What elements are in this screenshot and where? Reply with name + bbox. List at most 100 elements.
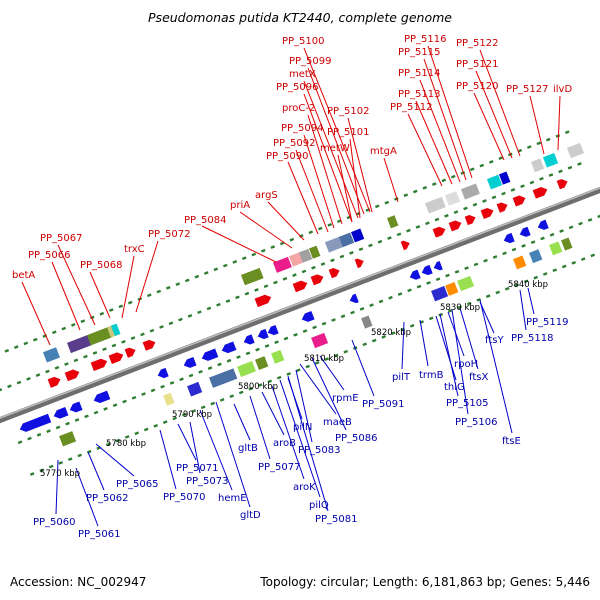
gene-label[interactable]: PP_5077 bbox=[258, 462, 301, 473]
reverse-label-connector bbox=[479, 299, 513, 434]
gene-label[interactable]: pilT bbox=[392, 372, 411, 383]
gene-label[interactable]: aroB bbox=[273, 438, 296, 449]
gene-label[interactable]: PP_5061 bbox=[78, 529, 121, 540]
gene-label[interactable]: ftsY bbox=[485, 335, 504, 346]
reverse-label-connector bbox=[233, 403, 251, 441]
gene-label[interactable]: pilN bbox=[293, 422, 312, 433]
gene-label[interactable]: PP_5114 bbox=[398, 68, 441, 79]
gene-label[interactable]: PP_5067 bbox=[40, 233, 83, 244]
gene-label[interactable]: rpmE bbox=[332, 393, 359, 404]
gene-label[interactable]: PP_5070 bbox=[163, 492, 206, 503]
tick-mark bbox=[403, 193, 409, 198]
tick-mark bbox=[282, 276, 288, 281]
gene-label[interactable]: PP_5099 bbox=[289, 56, 332, 67]
gene-label[interactable]: ftsE bbox=[502, 436, 521, 447]
gene-label[interactable]: PP_5091 bbox=[362, 399, 405, 410]
tick-mark bbox=[331, 318, 336, 322]
gene-label[interactable]: PP_5116 bbox=[404, 34, 447, 45]
gene-label[interactable]: PP_5071 bbox=[176, 463, 219, 474]
tick-mark bbox=[289, 237, 295, 242]
tick-mark bbox=[131, 395, 137, 400]
forward-gene-box bbox=[110, 323, 121, 337]
tick-mark bbox=[35, 373, 41, 377]
gene-label[interactable]: argS bbox=[255, 190, 278, 201]
reverse-gene-arrow bbox=[157, 367, 169, 379]
gene-label[interactable]: proC-2 bbox=[282, 103, 315, 114]
gene-label[interactable]: PP_5083 bbox=[298, 445, 341, 456]
tick-mark bbox=[510, 188, 516, 192]
gene-label[interactable]: PP_5060 bbox=[33, 517, 76, 528]
scale-label-5820: 5820 kbp bbox=[371, 328, 411, 338]
forward-label-connector bbox=[427, 45, 473, 179]
gene-label[interactable]: betA bbox=[12, 270, 35, 281]
gene-label[interactable]: PP_5072 bbox=[148, 229, 191, 240]
gene-label[interactable]: PP_5112 bbox=[390, 102, 433, 113]
tick-mark bbox=[406, 228, 411, 233]
reverse-gene-arrow bbox=[257, 328, 269, 340]
gene-label[interactable]: pilQ bbox=[309, 500, 329, 511]
reverse-gene-box bbox=[361, 315, 373, 329]
gene-label[interactable]: mtgA bbox=[370, 146, 397, 157]
gene-label[interactable]: trmB bbox=[419, 370, 444, 381]
gene-label[interactable]: PP_5096 bbox=[276, 82, 319, 93]
tick-mark bbox=[149, 328, 155, 333]
gene-label[interactable]: PP_5121 bbox=[456, 59, 499, 70]
tick-mark bbox=[549, 232, 555, 237]
gene-label[interactable]: maeB bbox=[323, 417, 352, 428]
tick-mark bbox=[479, 163, 485, 168]
gene-label[interactable]: PP_5100 bbox=[282, 36, 325, 47]
gene-label[interactable]: PP_5105 bbox=[446, 398, 489, 409]
tick-mark bbox=[160, 384, 165, 389]
gene-label[interactable]: metX bbox=[289, 69, 316, 80]
gene-label[interactable]: PP_5118 bbox=[511, 333, 554, 344]
gene-label[interactable]: ilvD bbox=[553, 84, 572, 95]
gene-label[interactable]: PP_5066 bbox=[28, 250, 71, 261]
tick-mark bbox=[153, 423, 159, 428]
gene-label[interactable]: PP_5094 bbox=[281, 123, 324, 134]
gene-label[interactable]: PP_5122 bbox=[456, 38, 499, 49]
gene-label[interactable]: priA bbox=[230, 200, 250, 211]
gene-label[interactable]: ftsX bbox=[469, 372, 488, 383]
tick-mark bbox=[520, 184, 525, 189]
gene-label[interactable]: hemE bbox=[218, 493, 247, 504]
gene-label[interactable]: trxC bbox=[124, 244, 145, 255]
tick-mark bbox=[58, 461, 64, 465]
gene-label[interactable]: PP_5106 bbox=[455, 417, 498, 428]
tick-mark bbox=[444, 213, 449, 218]
gene-label[interactable]: PP_5119 bbox=[526, 317, 569, 328]
gene-label[interactable]: PP_5127 bbox=[506, 84, 549, 95]
gene-label[interactable]: PP_5062 bbox=[86, 493, 129, 504]
reverse-gene-box bbox=[59, 431, 77, 447]
gene-label[interactable]: PP_5102 bbox=[327, 106, 370, 117]
tick-mark bbox=[244, 291, 250, 296]
gene-label[interactable]: thiG bbox=[444, 382, 465, 393]
gene-label[interactable]: PP_5092 bbox=[273, 138, 316, 149]
tick-mark bbox=[279, 241, 285, 246]
reverse-label-connector bbox=[75, 467, 99, 527]
gene-label[interactable]: PP_5086 bbox=[335, 433, 378, 444]
gene-label[interactable]: gltD bbox=[240, 510, 261, 521]
gene-label[interactable]: metW bbox=[320, 143, 350, 154]
gene-label[interactable]: gltB bbox=[238, 443, 258, 454]
gene-label[interactable]: PP_5120 bbox=[456, 81, 499, 92]
gene-label[interactable]: PP_5068 bbox=[80, 260, 123, 271]
gene-label[interactable]: rpoH bbox=[454, 359, 478, 370]
accession-text: Accession: NC_002947 bbox=[10, 575, 146, 589]
tick-mark bbox=[438, 312, 444, 317]
gene-label[interactable]: PP_5090 bbox=[266, 151, 309, 162]
gene-label[interactable]: aroK bbox=[293, 482, 316, 493]
gene-label[interactable]: PP_5081 bbox=[315, 514, 358, 525]
tick-mark bbox=[172, 416, 178, 421]
tick-mark bbox=[84, 414, 89, 419]
gene-label[interactable]: PP_5084 bbox=[184, 215, 227, 226]
reverse-label-connector bbox=[55, 459, 59, 515]
gene-label[interactable]: PP_5065 bbox=[116, 479, 159, 490]
gene-label[interactable]: PP_5073 bbox=[186, 476, 229, 487]
tick-mark bbox=[64, 362, 69, 366]
gene-label[interactable]: PP_5115 bbox=[398, 47, 441, 58]
reverse-gene-arrow bbox=[53, 406, 69, 419]
tick-mark bbox=[26, 377, 31, 381]
gene-label[interactable]: PP_5101 bbox=[327, 127, 370, 138]
gene-label[interactable]: PP_5113 bbox=[398, 89, 441, 100]
scale-label-5830: 5830 kbp bbox=[440, 303, 480, 313]
